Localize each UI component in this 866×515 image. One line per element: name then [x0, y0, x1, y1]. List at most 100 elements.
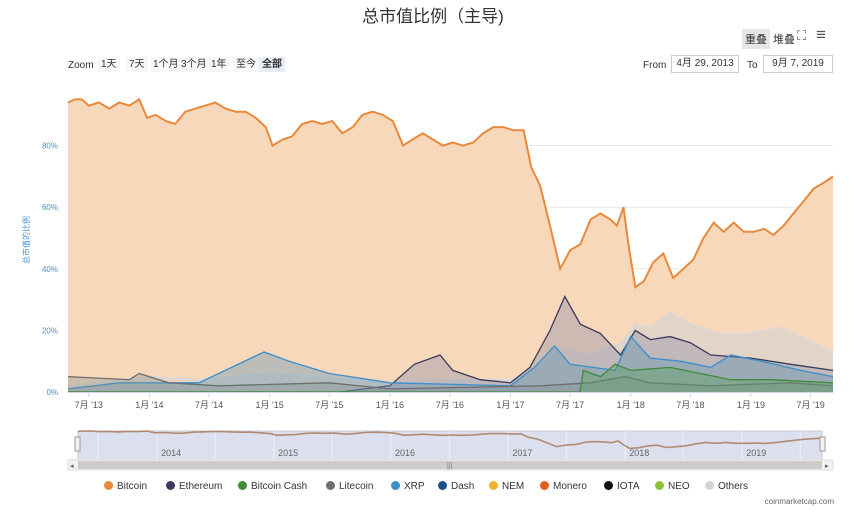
- scrollbar-grip[interactable]: |||: [447, 463, 453, 470]
- legend: Bitcoin Ethereum Bitcoin Cash Litecoin XRP Da…: [0, 481, 866, 497]
- legend-marker: [655, 481, 664, 490]
- x-axis: 7月 '13 1月 '14 7月 '14 1月 '15 7月 '15 1月 '16 7月 '…: [68, 392, 833, 410]
- y-tick-label: 40%: [42, 265, 58, 274]
- legend-label: Bitcoin Cash: [251, 481, 308, 492]
- navigator: 2014 2015 2016 2017 2018 2019 ◂ ▸ |||: [67, 430, 834, 471]
- zoom-button[interactable]: 3个月: [178, 57, 210, 72]
- legend-item-dash[interactable]: Dash: [438, 481, 474, 492]
- legend-item-bitcoin-cash[interactable]: Bitcoin Cash: [238, 481, 307, 492]
- to-date-input[interactable]: 9月 7, 2019: [763, 55, 833, 73]
- legend-marker: [104, 481, 113, 490]
- legend-item-iota[interactable]: IOTA: [604, 481, 640, 492]
- legend-label: XRP: [404, 481, 425, 492]
- legend-label: Others: [718, 481, 749, 492]
- x-tick-label: 1月 '17: [496, 400, 524, 410]
- legend-label: Litecoin: [339, 481, 374, 492]
- legend-label: Ethereum: [179, 481, 223, 492]
- navigator-year-label: 2018: [629, 448, 649, 458]
- legend-marker: [540, 481, 549, 490]
- zoom-button[interactable]: 1个月: [150, 57, 182, 72]
- menu-icon[interactable]: ≡: [816, 25, 826, 44]
- legend-marker: [391, 481, 400, 490]
- fullscreen-icon[interactable]: ⛶: [797, 28, 807, 43]
- legend-item-others[interactable]: Others: [705, 481, 748, 492]
- dominance-chart: 0%20%40%60%80% 7月 '13 1月 '14 7月 '14 1月 '15 7…: [21, 97, 834, 471]
- bitcoin-cash-line: [68, 363, 834, 393]
- legend-marker: [438, 481, 447, 490]
- y-tick-label: 80%: [42, 142, 58, 151]
- navigator-left-handle[interactable]: [74, 436, 81, 452]
- legend-label: Monero: [553, 481, 587, 492]
- zoom-button[interactable]: 1年: [208, 57, 230, 72]
- navigator-right-handle[interactable]: [819, 436, 826, 452]
- navigator-year-label: 2016: [395, 448, 415, 458]
- legend-label: IOTA: [617, 481, 640, 492]
- legend-marker: [604, 481, 613, 490]
- navigator-year-label: 2019: [746, 448, 766, 458]
- legend-item-bitcoin[interactable]: Bitcoin: [104, 481, 147, 492]
- scroll-right-arrow[interactable]: ▸: [825, 463, 829, 470]
- legend-label: NEM: [502, 481, 525, 492]
- series-areas: [67, 97, 834, 393]
- litecoin-line: [67, 372, 834, 390]
- y-axis: 0% 20% 40% 60% 80%: [42, 142, 58, 397]
- others-area: [68, 311, 833, 392]
- y-tick-label: 0%: [46, 388, 58, 397]
- zoom-button[interactable]: 1天: [98, 57, 120, 72]
- xrp-line: [67, 335, 834, 390]
- legend-item-nem[interactable]: NEM: [489, 481, 524, 492]
- navigator-year-label: 2014: [161, 448, 181, 458]
- x-tick-label: 7月 '15: [315, 400, 343, 410]
- legend-item-ethereum[interactable]: Ethereum: [166, 481, 222, 492]
- zoom-label: Zoom: [68, 60, 94, 71]
- x-tick-label: 1月 '14: [135, 400, 163, 410]
- scroll-left-arrow[interactable]: ◂: [70, 463, 74, 470]
- scrollbar-thumb[interactable]: [78, 461, 822, 469]
- overlay-mode-button[interactable]: 重叠: [742, 29, 770, 49]
- xrp-area: [68, 336, 833, 392]
- legend-marker: [705, 481, 714, 490]
- x-tick-label: 7月 '17: [556, 400, 584, 410]
- zoom-button[interactable]: 7天: [126, 57, 148, 72]
- y-tick-label: 20%: [42, 326, 58, 335]
- bitcoin-area: [68, 99, 833, 393]
- x-tick-label: 7月 '13: [75, 400, 103, 410]
- y-axis-label: 总市值的比例: [21, 216, 31, 264]
- from-date-input[interactable]: 4月 29, 2013: [671, 55, 739, 73]
- stacked-mode-button[interactable]: 堆叠: [773, 34, 795, 46]
- to-label: To: [747, 60, 758, 71]
- credit-text: coinmarketcap.com: [764, 497, 834, 506]
- chart-title: 总市值比例（主导): [362, 7, 504, 26]
- legend-label: Dash: [451, 481, 475, 492]
- legend-item-xrp[interactable]: XRP: [391, 481, 425, 492]
- y-tick-label: 60%: [42, 203, 58, 212]
- navigator-year-label: 2015: [278, 448, 298, 458]
- legend-marker: [238, 481, 247, 490]
- others-line: [67, 311, 834, 387]
- x-tick-label: 7月 '19: [796, 400, 824, 410]
- x-tick-label: 7月 '14: [195, 400, 223, 410]
- x-tick-label: 1月 '16: [376, 400, 404, 410]
- zoom-button[interactable]: 至今: [233, 57, 259, 72]
- ethereum-line: [68, 295, 834, 393]
- ethereum-area: [68, 296, 833, 392]
- navigator-series-line: [77, 430, 823, 450]
- x-tick-label: 7月 '18: [676, 400, 704, 410]
- litecoin-area: [68, 373, 833, 392]
- legend-marker: [326, 481, 335, 490]
- legend-marker: [489, 481, 498, 490]
- legend-item-litecoin[interactable]: Litecoin: [326, 481, 373, 492]
- legend-item-monero[interactable]: Monero: [540, 481, 587, 492]
- x-tick-label: 1月 '15: [256, 400, 284, 410]
- x-tick-label: 1月 '19: [737, 400, 765, 410]
- legend-label: NEO: [668, 481, 690, 492]
- bitcoin-cash-area: [68, 364, 833, 392]
- zoom-button[interactable]: 全部: [259, 57, 285, 72]
- x-tick-label: 7月 '16: [436, 400, 464, 410]
- from-label: From: [643, 60, 667, 71]
- bitcoin-line: [67, 97, 834, 290]
- x-tick-label: 1月 '18: [617, 400, 645, 410]
- legend-marker: [166, 481, 175, 490]
- legend-label: Bitcoin: [117, 481, 148, 492]
- legend-item-neo[interactable]: NEO: [655, 481, 690, 492]
